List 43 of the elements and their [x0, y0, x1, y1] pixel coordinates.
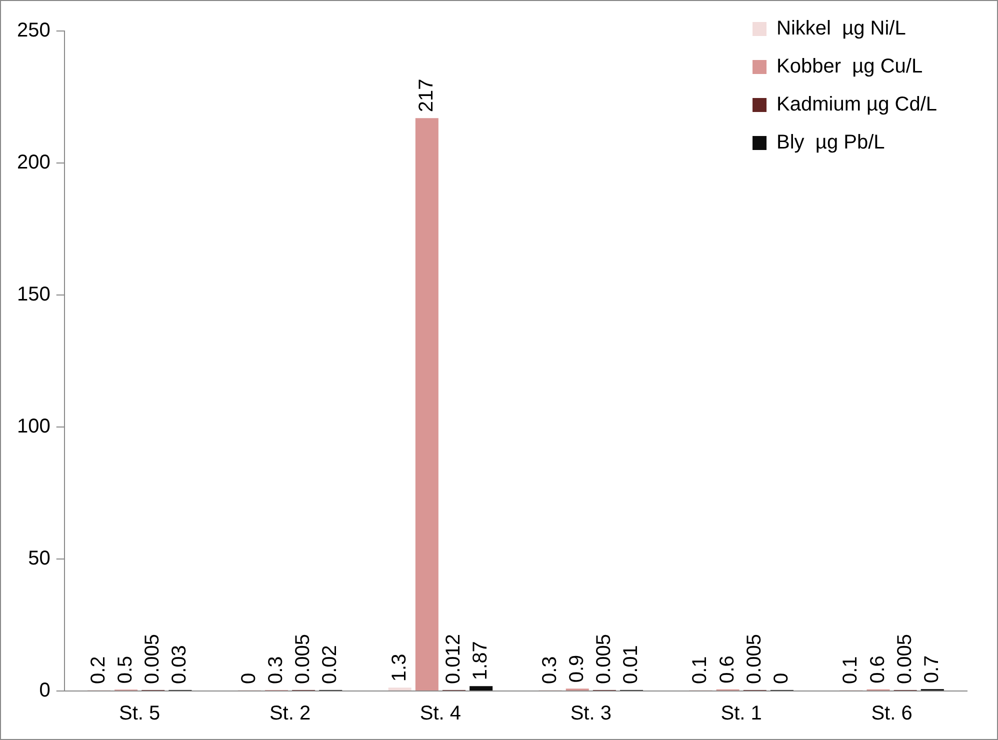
data-label: 0.005: [292, 634, 314, 684]
legend-label: Kobber µg Cu/L: [776, 56, 923, 78]
data-label: 0.5: [114, 656, 137, 684]
data-label: 0.9: [566, 654, 588, 683]
data-label: 0.1: [840, 656, 862, 684]
bar: [388, 688, 412, 690]
bar: [415, 118, 438, 690]
data-label: 0.012: [442, 634, 465, 684]
data-label: 0.7: [920, 655, 943, 684]
legend-label: Bly µg Pb/L: [776, 132, 885, 154]
data-label: 0.005: [592, 634, 615, 684]
data-label: 1.3: [388, 654, 410, 682]
bar: [470, 686, 493, 690]
y-tick-label: 150: [16, 284, 50, 306]
x-tick-label: St. 6: [871, 702, 912, 725]
data-label: 0.1: [689, 656, 712, 684]
data-label: 0.3: [538, 656, 561, 684]
data-label: 0.01: [620, 645, 642, 684]
x-tick-label: St. 2: [269, 702, 311, 725]
data-label: 0.005: [743, 634, 766, 684]
data-label: 0.03: [168, 645, 191, 684]
data-label: 217: [415, 78, 438, 112]
data-label: 0: [770, 672, 792, 684]
data-label: 0.2: [87, 656, 110, 684]
data-label: 0.02: [319, 645, 342, 684]
data-label: 0.005: [142, 634, 164, 684]
y-tick-label: 0: [39, 680, 50, 702]
data-label: 0.6: [866, 656, 889, 684]
x-tick-label: St. 5: [119, 702, 160, 725]
x-tick-label: St. 1: [720, 702, 762, 725]
y-tick-label: 200: [16, 152, 50, 174]
legend-label: Kadmium µg Cd/L: [776, 94, 938, 116]
x-tick-label: St. 3: [570, 702, 612, 725]
y-tick-label: 250: [16, 20, 50, 42]
data-label: 0: [238, 672, 260, 684]
data-label: 0.6: [716, 656, 738, 684]
y-tick-label: 50: [28, 548, 50, 570]
data-label: 0.005: [894, 634, 916, 684]
legend-label: Nikkel µg Ni/L: [776, 18, 906, 40]
data-label: 0.3: [265, 656, 288, 684]
x-tick-label: St. 4: [420, 702, 462, 725]
y-tick-label: 100: [16, 416, 50, 438]
data-label: 1.87: [470, 641, 492, 680]
